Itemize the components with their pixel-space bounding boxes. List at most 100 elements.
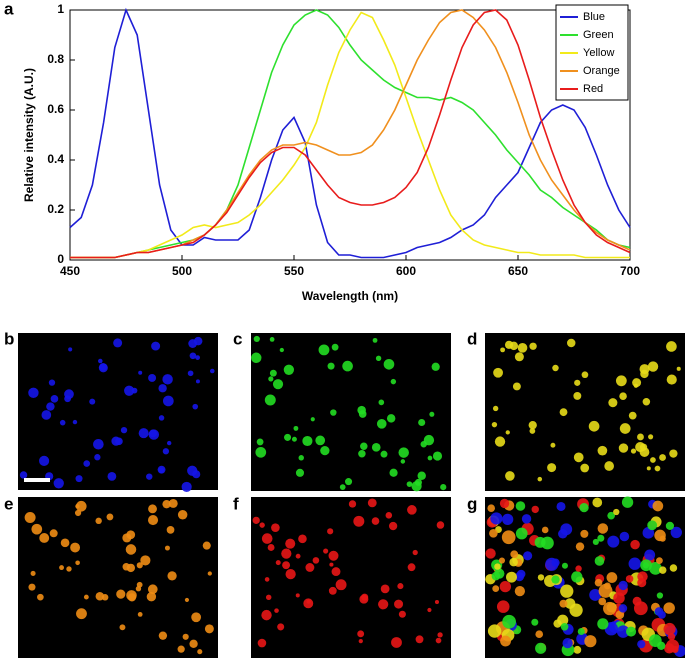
cell [135,586,142,592]
cell [124,385,135,396]
cell [59,419,66,426]
cell [372,337,378,343]
cell [251,352,262,363]
cell [207,571,212,576]
cell [329,562,334,567]
cell [639,447,650,457]
cell [148,504,157,514]
cell [397,583,404,590]
cell [431,362,440,371]
cell [541,526,549,534]
cell [499,498,510,509]
cell [19,471,28,479]
cell [575,565,582,572]
cell [76,608,87,620]
cell [391,637,402,648]
cell [312,557,320,564]
cell [597,618,609,630]
cell [126,530,136,540]
cell [98,363,108,373]
cell [138,370,143,375]
cell [580,529,589,538]
cell [498,557,506,564]
legend-label: Green [583,29,614,41]
cell [371,443,381,452]
cell [48,379,56,386]
plot-frame [69,9,631,261]
cell [514,586,525,597]
cell [584,635,597,648]
cell [628,411,637,420]
cell [550,442,556,448]
cell [383,358,395,370]
cell [162,499,171,509]
cell [59,565,64,571]
cell [637,433,644,441]
cell [357,405,366,415]
cell [559,599,568,608]
cell [295,553,301,559]
cell [489,528,498,538]
cell [162,448,170,455]
cell [630,448,637,454]
cell [665,521,675,530]
cell [195,355,201,361]
cell [492,585,500,593]
cell [181,481,192,493]
panel-label: e [4,494,13,513]
cell [83,594,89,600]
cell [659,454,666,461]
cell [669,449,678,458]
cell [390,378,397,385]
cell [560,622,569,631]
cell [315,435,326,446]
cell [269,369,277,377]
cell [616,625,630,638]
cell [122,563,131,571]
cell [560,584,574,598]
cell [535,642,547,654]
cell [577,627,585,636]
cell [537,574,545,581]
cell [613,592,625,604]
cell [509,341,519,351]
cell [376,419,387,429]
cell [648,634,662,648]
cell [619,531,630,542]
cell [327,362,335,370]
cell [187,465,198,476]
cell [618,604,628,613]
cell [640,559,653,572]
cell [269,337,275,342]
cell [375,355,382,362]
cell [440,484,447,491]
cell [113,338,123,348]
cell [407,563,416,572]
cell [427,607,432,613]
cell [670,526,682,539]
cell [285,569,296,580]
cell [265,594,272,601]
cell [335,579,347,591]
cell [89,398,96,405]
cell [412,549,418,556]
cell [505,430,510,435]
x-tick-label: 550 [284,264,304,278]
cell [138,428,149,439]
cell [512,382,521,391]
cell [358,639,363,644]
cell [492,405,499,412]
cell [515,501,526,511]
cell [659,566,667,574]
cell [667,633,676,641]
cell [594,578,603,587]
cell [485,548,496,559]
cell [630,539,640,550]
cell [516,569,526,579]
cell [666,639,680,653]
cell [357,630,365,638]
cell [556,501,566,511]
cell [517,343,528,353]
cell [380,584,390,594]
cell [647,361,659,372]
